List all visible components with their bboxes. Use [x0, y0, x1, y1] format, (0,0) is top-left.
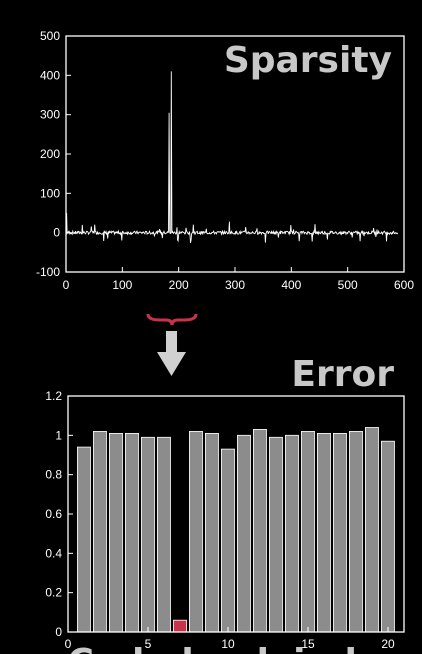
x-tick-label: 0 — [65, 637, 72, 651]
x-tick-label: 20 — [381, 637, 395, 651]
y-tick-label: 100 — [40, 186, 60, 200]
x-tick-label: 300 — [225, 278, 245, 292]
arrow-down-icon — [157, 352, 186, 376]
bar — [348, 431, 363, 633]
bar — [140, 436, 155, 633]
x-tick-label: 100 — [112, 278, 132, 292]
bar — [204, 433, 219, 633]
bar — [252, 429, 267, 633]
bar — [332, 433, 347, 633]
y-tick-label: 300 — [40, 108, 60, 122]
y-tick-label: 400 — [40, 68, 60, 82]
x-tick-label: 500 — [338, 278, 358, 292]
y-tick-label: 0.2 — [45, 586, 62, 600]
x-tick-label: 200 — [169, 278, 189, 292]
x-tick-label: 600 — [394, 278, 414, 292]
bar — [364, 427, 379, 633]
error-x-ticks: 0 5 10 15 20 — [65, 627, 395, 651]
bar — [220, 448, 235, 633]
y-tick-label: 0.8 — [45, 468, 62, 482]
x-tick-label: 5 — [145, 637, 152, 651]
y-tick-label: 500 — [40, 29, 60, 43]
error-title: Error — [291, 354, 394, 395]
x-tick-label: 10 — [221, 637, 235, 651]
connector-graphic — [146, 313, 198, 376]
y-tick-label: 0.4 — [45, 546, 62, 560]
y-tick-label: 0 — [53, 226, 60, 240]
brace-icon — [146, 313, 198, 326]
highlighted-bar — [172, 619, 187, 633]
x-tick-label: 400 — [281, 278, 301, 292]
bar — [109, 433, 123, 633]
sparsity-title: Sparsity — [224, 40, 392, 81]
x-tick-label: 0 — [63, 278, 70, 292]
sparsity-line — [65, 71, 399, 243]
sparsity-chart: 0 100 200 300 400 500 600 -1000100200300400500… — [36, 29, 414, 292]
bar — [125, 433, 139, 633]
bar — [268, 436, 283, 633]
bar — [300, 431, 315, 633]
y-tick-label: 1.2 — [45, 389, 62, 403]
arrow-shaft-icon — [166, 331, 177, 353]
bar — [77, 446, 91, 633]
bar — [284, 434, 299, 633]
y-tick-label: 0 — [55, 625, 62, 639]
y-tick-label: 200 — [40, 147, 60, 161]
bar — [93, 431, 107, 633]
sparsity-x-ticks: 0 100 200 300 400 500 600 — [63, 267, 414, 292]
bar — [380, 440, 395, 633]
bar — [236, 434, 251, 633]
y-tick-label: 0.6 — [45, 507, 62, 521]
y-tick-label: 1 — [55, 428, 62, 442]
bottom-caption: Code book index — [68, 642, 405, 654]
bar — [156, 436, 171, 633]
bar — [188, 431, 203, 633]
sparsity-y-ticks: -100 0 100 200 300 400 500 — [36, 29, 71, 279]
x-tick-label: 15 — [301, 637, 315, 651]
sparsity-series — [65, 71, 399, 243]
bar — [316, 433, 331, 633]
error-bar-chart: Error 0 5 10 15 20 0 0.2 0.4 0.6 0.8 1 1.2 Code bo… — [45, 354, 405, 654]
y-tick-label: -100 — [36, 265, 60, 279]
error-y-ticks: 0 0.2 0.4 0.6 0.8 1 1.2 — [45, 389, 73, 639]
error-bars — [77, 427, 395, 633]
